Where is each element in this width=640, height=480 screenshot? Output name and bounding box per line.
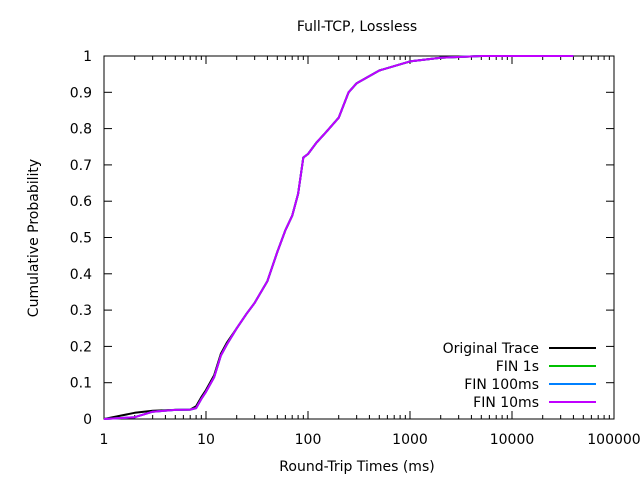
x-tick-label: 100000 [587,432,640,448]
x-axis-ticks: 1 10 100 1000 10000 100000 [100,56,640,448]
x-tick-label: 10 [197,432,215,448]
x-axis-label: Round-Trip Times (ms) [279,459,434,475]
y-tick-label: 1 [83,49,92,65]
y-tick-label: 0.5 [70,231,92,247]
y-tick-label: 0.8 [70,122,92,138]
x-tick-label: 1000 [392,432,428,448]
y-tick-label: 0.9 [70,85,92,101]
y-tick-label: 0.7 [70,158,92,174]
y-tick-label: 0.1 [70,376,92,392]
series-line-3 [103,55,574,420]
legend-label: FIN 10ms [473,395,539,411]
y-tick-label: 0.2 [70,339,92,355]
y-tick-label: 0 [83,412,92,428]
y-axis-label: Cumulative Probability [26,159,42,317]
legend-label: FIN 1s [496,359,539,375]
legend-label: Original Trace [443,341,539,357]
x-tick-label: 1 [100,432,109,448]
x-tick-label: 10000 [490,432,535,448]
legend: Original Trace FIN 1s FIN 100ms FIN 10ms [443,341,596,411]
y-tick-label: 0.6 [70,194,92,210]
chart-title: Full-TCP, Lossless [297,19,417,35]
y-axis-ticks: 0 0.1 0.2 0.3 0.4 0.5 0.6 0.7 0.8 0.9 1 [70,49,614,428]
y-tick-label: 0.3 [70,303,92,319]
y-tick-label: 0.4 [70,267,92,283]
x-tick-label: 100 [295,432,322,448]
series-lines [103,55,574,420]
legend-label: FIN 100ms [464,377,539,393]
